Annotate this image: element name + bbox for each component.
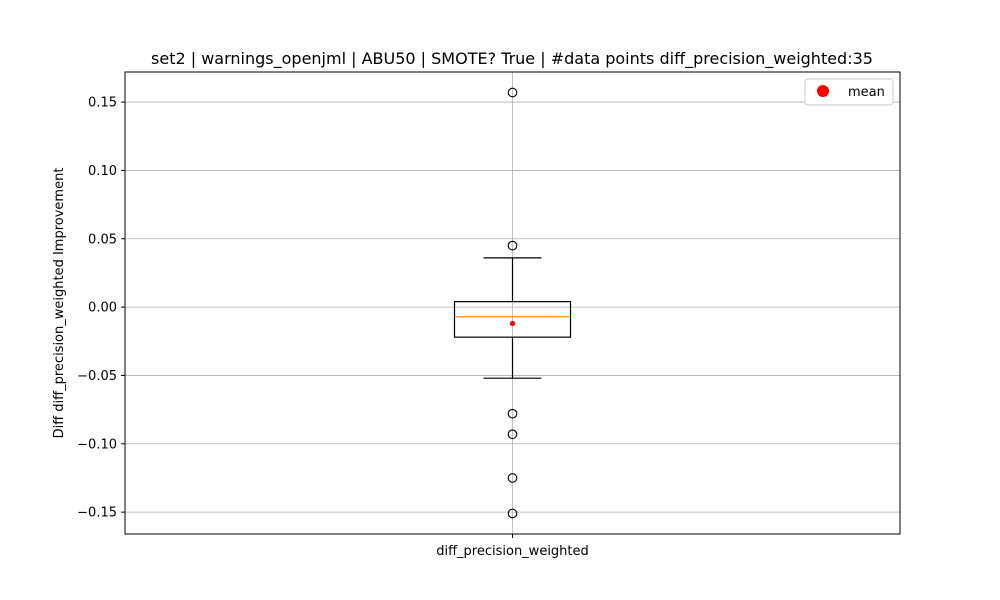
x-tick-label: diff_precision_weighted <box>436 544 589 559</box>
legend-mean-marker <box>817 85 829 97</box>
outlier-point <box>507 408 518 419</box>
x-axis-ticks: diff_precision_weighted <box>436 534 589 559</box>
plot-area <box>453 87 572 519</box>
outlier-point <box>507 87 518 98</box>
outlier-point <box>507 240 518 251</box>
outlier-point <box>507 508 518 519</box>
y-tick-label: 0.05 <box>88 232 117 247</box>
y-tick-label: 0.00 <box>88 301 117 316</box>
legend: mean <box>804 78 894 106</box>
grid-lines <box>125 72 900 534</box>
y-tick-label: −0.05 <box>77 369 117 384</box>
legend-frame <box>804 78 894 106</box>
outlier-point <box>507 473 518 483</box>
iqr-box <box>453 301 572 338</box>
y-tick-label: −0.10 <box>77 437 117 452</box>
mean-marker <box>509 320 516 327</box>
legend-mean-label: mean <box>848 85 885 100</box>
chart-title: set2 | warnings_openjml | ABU50 | SMOTE?… <box>151 49 873 69</box>
y-tick-label: 0.15 <box>88 96 117 111</box>
y-tick-label: −0.15 <box>77 506 117 521</box>
y-tick-label: 0.10 <box>88 164 117 179</box>
outlier-point <box>507 429 518 440</box>
y-axis-ticks: −0.15 −0.10 −0.05 0.00 0.05 0.10 0.15 <box>77 96 125 521</box>
y-axis-label: Diff diff_precision_weighted Improvement <box>52 168 67 439</box>
